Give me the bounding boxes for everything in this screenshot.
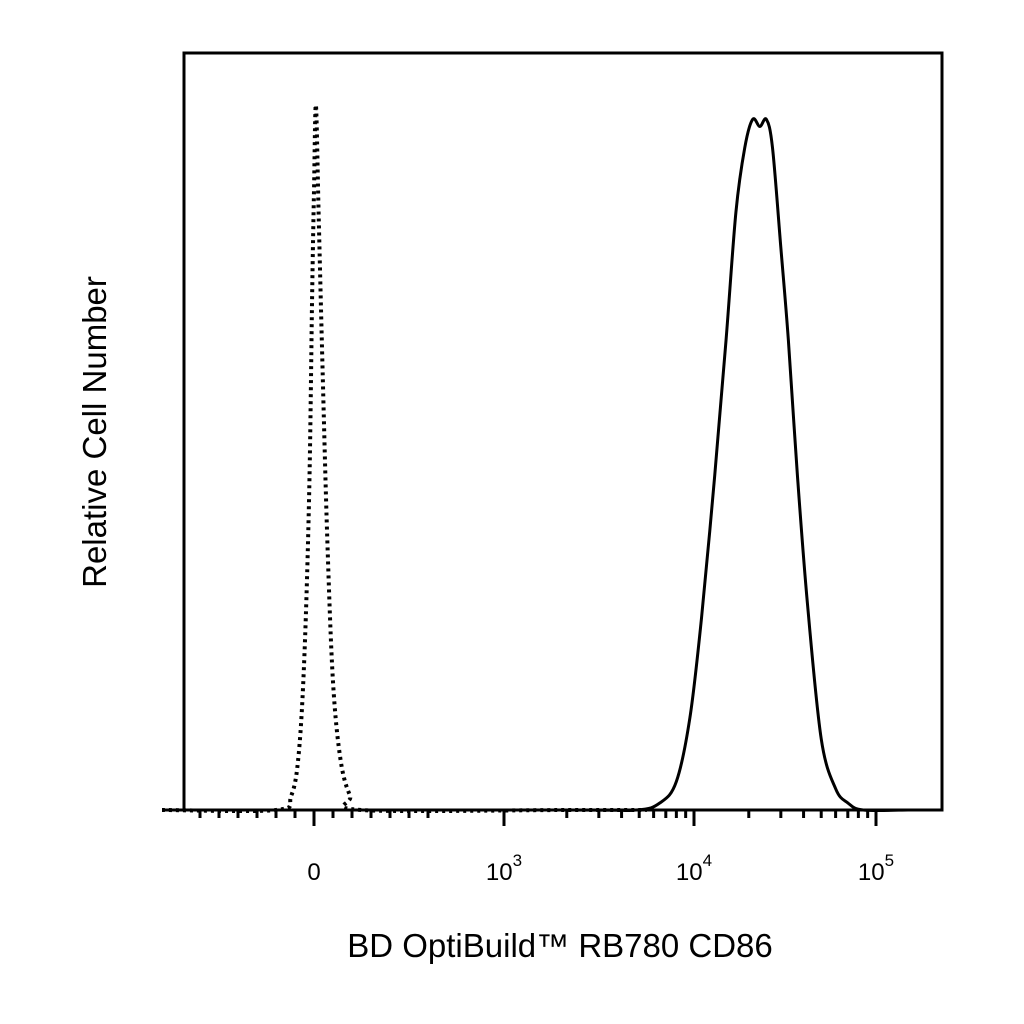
x-axis-tick-labels: 0 103 104 105 xyxy=(307,851,894,886)
y-axis-label: Relative Cell Number xyxy=(76,276,113,588)
x-tick-label: 0 xyxy=(307,859,320,886)
x-tick-label: 104 xyxy=(676,851,712,886)
x-tick-label-exponent: 4 xyxy=(703,851,712,870)
x-tick-label-base: 10 xyxy=(858,859,885,886)
series-layer xyxy=(161,103,909,814)
series-dotted-histogram xyxy=(161,103,647,814)
x-axis-ticks xyxy=(198,810,878,826)
x-tick-label: 103 xyxy=(486,851,522,886)
x-tick-label: 105 xyxy=(858,851,894,886)
x-tick-label-exponent: 3 xyxy=(513,851,522,870)
plot-frame xyxy=(182,51,944,812)
x-axis-label: BD OptiBuild™ RB780 CD86 xyxy=(347,927,773,964)
series-solid-histogram xyxy=(162,117,909,813)
x-tick-label-base: 0 xyxy=(307,859,320,886)
x-tick-label-base: 10 xyxy=(676,859,703,886)
x-tick-label-exponent: 5 xyxy=(885,851,894,870)
x-tick-label-base: 10 xyxy=(486,859,513,886)
